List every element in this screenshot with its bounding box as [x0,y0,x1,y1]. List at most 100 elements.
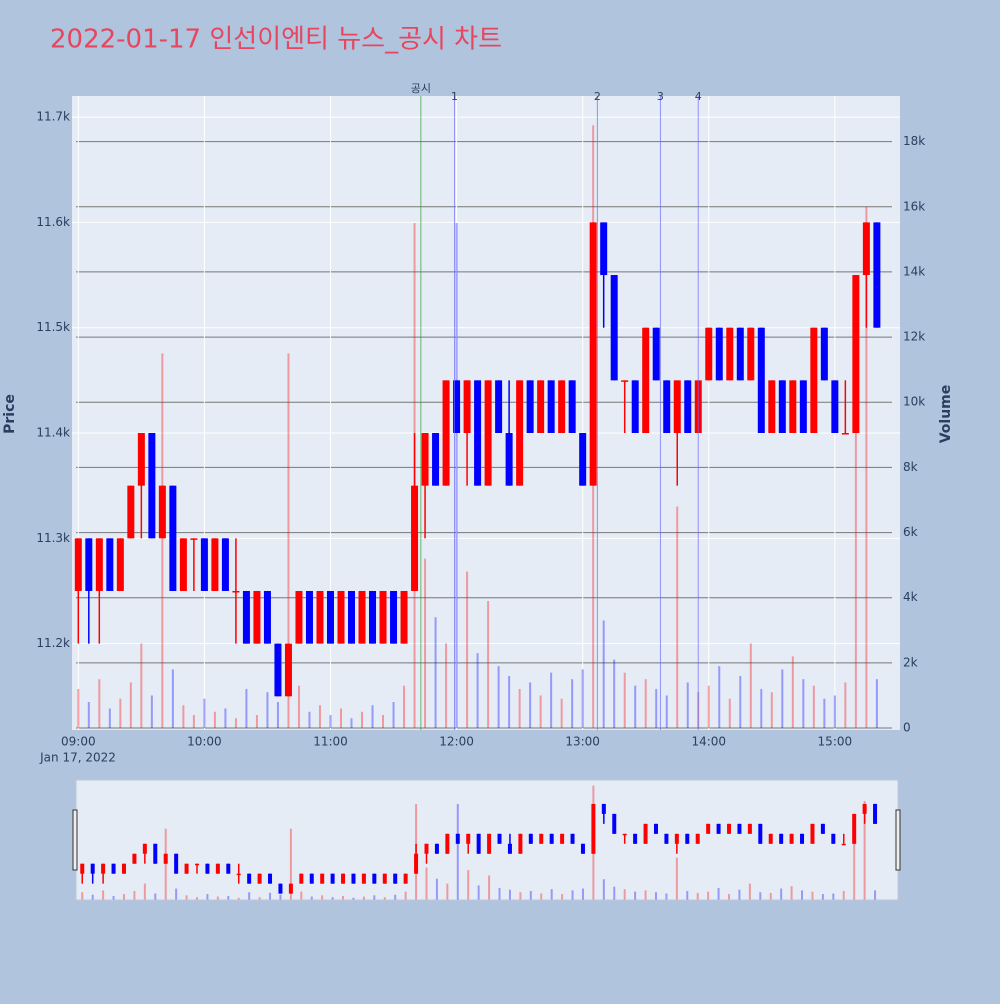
volume-bar [644,890,647,900]
y-tick-label: 11.6k [36,215,70,229]
volume-bar [802,679,805,729]
range-slider[interactable] [75,779,899,901]
volume-bar [476,653,479,729]
chart-title: 2022-01-17 인선이엔티 뉴스_공시 차트 [50,25,502,55]
candle-body [789,380,797,434]
volume-bar [435,878,438,900]
volume-bar [224,708,227,729]
candle-body [539,833,544,844]
volume-bar [602,620,605,729]
annotation-label: 4 [695,90,702,103]
volume-bar [550,889,553,900]
volume-bar [623,672,626,729]
y2-tick-label: 18k [903,134,925,148]
candle-body [95,538,103,591]
candle-body [737,823,742,834]
annotation-label: 공시 [411,82,431,95]
volume-bar [602,879,605,900]
volume-bar [392,701,395,729]
volume-bar [404,891,407,900]
candle-body [820,823,825,834]
volume-bar [434,617,437,729]
volume-bar [287,353,290,729]
candle-body [263,590,271,644]
volume-bar [811,891,814,900]
volume-bar [329,715,332,729]
volume-bar [154,893,157,900]
volume-bar [237,897,240,900]
candle-body [758,823,763,844]
volume-bar [446,883,449,900]
slider-handle-right[interactable] [895,809,901,871]
volume-bar [216,896,219,900]
candle-body [589,222,597,486]
volume-bar [342,895,345,900]
volume-bar [455,223,458,729]
candle-body [706,823,711,834]
candle-body [484,380,492,486]
candle-body [142,843,147,854]
volume-bar [300,891,303,900]
volume-bar [362,896,365,900]
candle-body [284,643,292,697]
volume-bar [769,892,772,900]
volume-bar [498,887,501,900]
volume-bar [854,337,857,729]
volume-bar [759,892,762,900]
volume-bar [266,692,269,729]
volume-bar [467,870,470,900]
volume-bar [276,701,279,729]
candle-body [736,327,744,381]
candle-body [558,380,566,434]
slider-handle-left[interactable] [72,809,78,871]
candle-body [726,327,734,381]
volume-bar [707,891,710,900]
candle-body [621,380,629,382]
candle-body [684,380,692,434]
y2-tick-label: 0 [903,721,911,735]
candle-body [163,853,168,864]
candle-body [507,843,512,854]
candle-body [390,590,398,644]
volume-bar [466,571,469,729]
x-tick-label: 15:00 [818,735,853,749]
candle-body [695,833,700,844]
volume-bar [129,682,132,729]
candle-body [463,380,471,434]
volume-bar [331,897,334,900]
candle-body [74,538,82,591]
candle-body [85,538,93,591]
candle-body [518,833,523,854]
volume-bar [424,558,427,729]
candle-body [309,873,314,884]
candle-body [236,873,241,876]
candle-body [643,823,648,844]
volume-bar [352,897,355,900]
volume-bar [245,688,248,729]
annotation-label: 1 [451,90,458,103]
candle-body [106,538,114,591]
candle-body [537,380,545,434]
candle-body [768,380,776,434]
y2-tick-label: 8k [903,460,918,474]
candle-body [862,222,870,276]
volume-bar [206,894,209,900]
volume-bar [634,891,637,900]
volume-bar [140,643,143,729]
volume-bar [318,705,321,729]
y-axis-title: Price [2,394,18,434]
volume-bar [550,672,553,729]
volume-bar [823,698,826,729]
candle-body [841,843,846,846]
volume-bar [728,894,731,900]
x-tick-label: 14:00 [691,735,726,749]
volume-bar [812,685,815,729]
candle-body [526,380,534,434]
candle-body [232,590,240,593]
volume-bar [540,893,543,900]
candle-body [158,485,166,539]
volume-bar [203,698,206,729]
candle-body [330,873,335,884]
volume-bar [623,889,626,900]
